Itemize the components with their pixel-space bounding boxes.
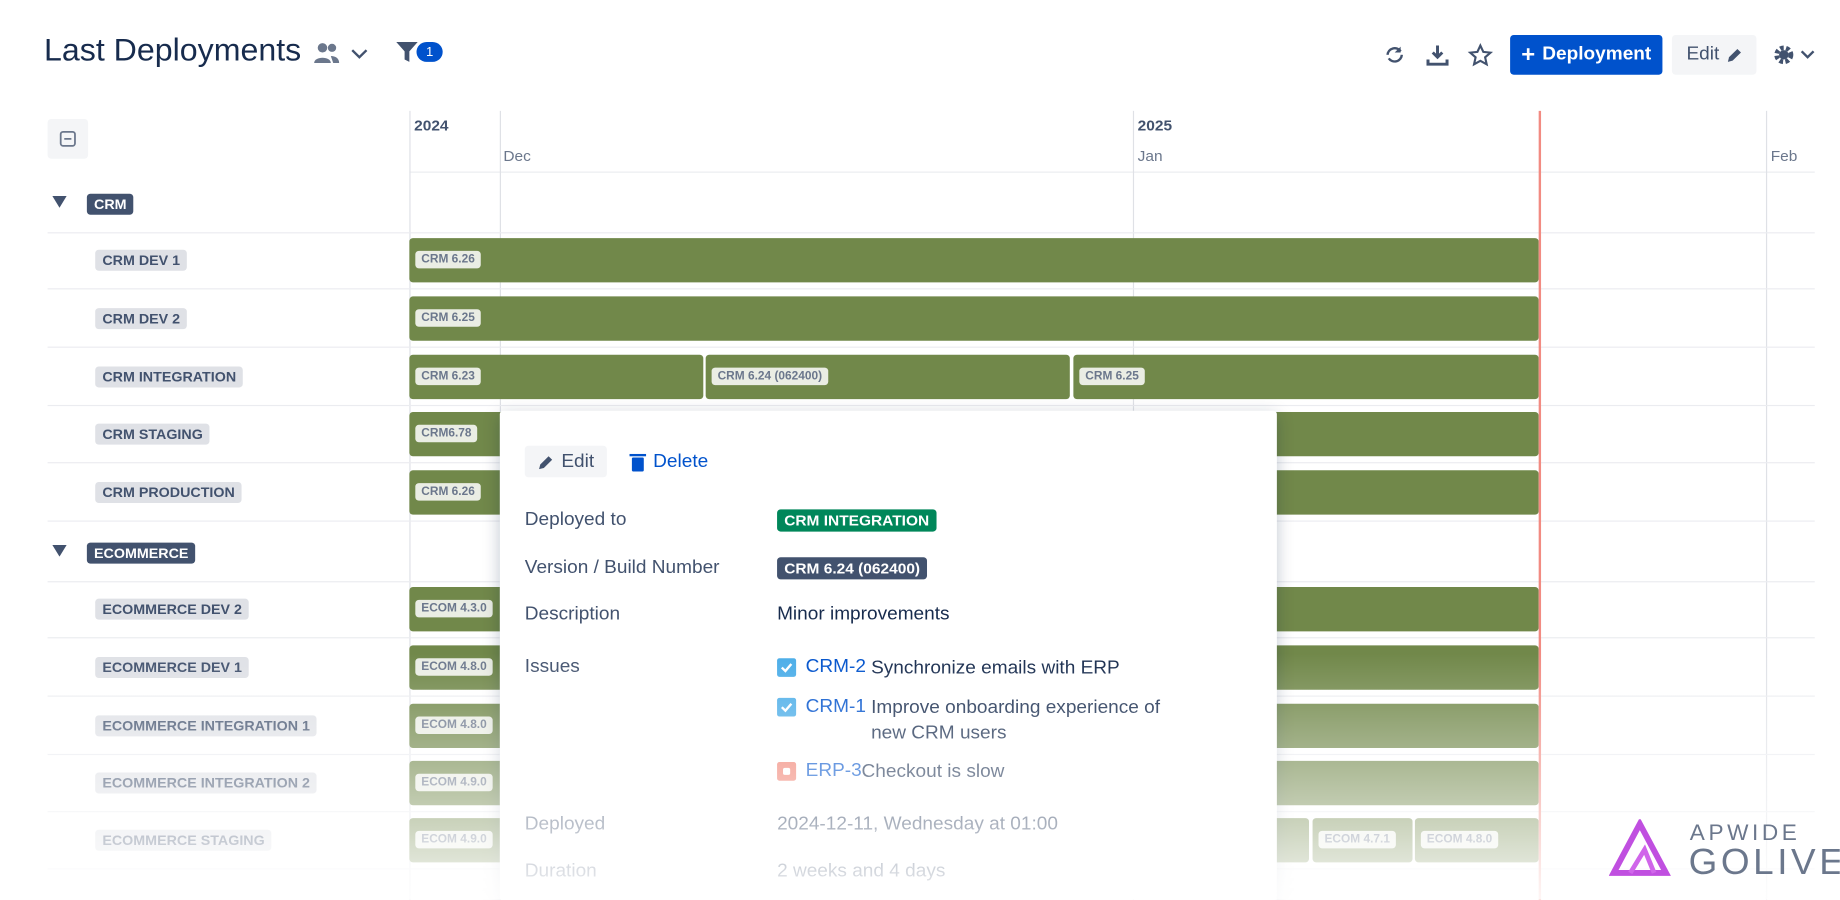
grid-line: [1765, 110, 1768, 900]
issue-summary: Improve onboarding experience of new CRM…: [871, 697, 1161, 744]
field-label: Deployed: [524, 814, 606, 835]
pencil-icon: [1727, 48, 1741, 62]
filter-icon[interactable]: [395, 41, 421, 64]
year-label: 2024: [414, 116, 449, 135]
popup-edit[interactable]: Edit: [524, 445, 607, 478]
check-icon: [780, 663, 793, 673]
action-label: Delete: [653, 451, 709, 471]
issue-type-icon: [777, 762, 797, 781]
deployment-bar[interactable]: CRM 6.25: [409, 296, 1539, 341]
logo-bottom: GOLIVE: [1688, 841, 1840, 883]
deployment-popup: Edit Delete Deployed to CRM INTEGRATION Ve…: [499, 410, 1277, 900]
pencil-icon: [538, 455, 552, 469]
version-label: ECOM 4.7.1: [1318, 830, 1396, 849]
settings-menu[interactable]: [1773, 44, 1821, 65]
field-label: Version / Build Number: [524, 557, 720, 578]
version-label: CRM 6.23: [415, 367, 481, 386]
field-value: CRM INTEGRATION: [777, 509, 937, 532]
version-label: CRM 6.24 (062400): [711, 367, 829, 386]
year-label: 2025: [1137, 116, 1173, 135]
version-label: ECOM 4.9.0: [415, 773, 493, 792]
environment-name: CRM STAGING: [95, 423, 210, 445]
issue-summary: Synchronize emails with ERP: [871, 658, 1120, 679]
issue-summary: Checkout is slow: [861, 762, 1005, 782]
trash-icon: [629, 453, 647, 471]
environment-name: CRM INTEGRATION: [95, 366, 244, 388]
version-label: CRM 6.25: [415, 309, 481, 327]
issue-type-icon: [777, 697, 797, 717]
field-label: Description: [524, 604, 621, 625]
collapse-icon: [59, 130, 76, 147]
row-divider: [47, 288, 1815, 290]
issue-key[interactable]: ERP-3: [805, 760, 862, 781]
triangle-icon: [52, 544, 67, 557]
filter-count: 1: [416, 42, 443, 62]
version-label: ECOM 4.8.0: [415, 658, 493, 676]
today-line: [1538, 110, 1542, 900]
month-label: Dec: [503, 147, 531, 165]
expand-toggle[interactable]: [52, 194, 67, 208]
add-deployment-button[interactable]: + Deployment: [1510, 35, 1663, 75]
field-value: 2 weeks and 4 days: [777, 861, 946, 882]
header-line: [409, 171, 1815, 173]
version-label: ECOM 4.3.0: [415, 599, 493, 618]
version-label: CRM6.78: [415, 424, 478, 443]
field-value: Minor improvements: [777, 604, 950, 625]
logo-top: APWIDE: [1689, 821, 1801, 847]
action-label: Edit: [561, 451, 595, 471]
version-label: ECOM 4.9.0: [415, 830, 493, 849]
environment-name: ECOMMERCE STAGING: [95, 829, 272, 851]
button-label: Deployment: [1542, 44, 1652, 65]
deployment-bar[interactable]: CRM 6.26: [409, 238, 1539, 283]
issue-key[interactable]: CRM-1: [805, 696, 866, 717]
version-label: ECOM 4.8.0: [415, 716, 493, 735]
deployment-bar[interactable]: CRM 6.24 (062400): [705, 354, 1070, 400]
issue-key[interactable]: CRM-2: [805, 657, 866, 677]
edit-button[interactable]: Edit: [1671, 35, 1757, 75]
expand-toggle[interactable]: [52, 543, 67, 557]
deployment-bar[interactable]: CRM 6.25: [1073, 354, 1539, 400]
field-label: Deployed to: [524, 509, 627, 530]
month-label: Jan: [1137, 147, 1163, 165]
logo-mark: [1608, 819, 1671, 876]
deployment-bar[interactable]: ECOM 4.7.1: [1312, 818, 1413, 863]
version-label: CRM 6.26: [415, 250, 481, 269]
issue-type-icon: [777, 658, 797, 677]
row-divider: [47, 346, 1815, 348]
collapse-all-button[interactable]: [47, 119, 89, 159]
field-value: CRM 6.24 (062400): [777, 557, 928, 580]
toolbar-icons[interactable]: [1383, 43, 1502, 67]
environment-name: CRM DEV 1: [95, 249, 188, 271]
environment-name: CRM DEV 2: [95, 308, 188, 330]
field-label: Issues: [524, 657, 580, 677]
field-value: 2024-12-11, Wednesday at 01:00: [777, 814, 1058, 835]
version-label: CRM 6.26: [415, 483, 481, 501]
bug-icon: [783, 767, 791, 775]
field-label: Duration: [524, 861, 597, 882]
month-label: Feb: [1770, 147, 1798, 165]
triangle-icon: [52, 196, 67, 208]
button-label: Edit: [1686, 44, 1720, 65]
environment-name: ECOMMERCE DEV 2: [95, 598, 250, 620]
row-divider: [47, 404, 1815, 407]
deployment-bar[interactable]: ECOM 4.8.0: [1414, 818, 1539, 863]
environment-name: ECOMMERCE INTEGRATION 1: [95, 715, 318, 737]
popup-delete[interactable]: Delete: [628, 446, 709, 478]
team-icon[interactable]: [312, 40, 372, 66]
version-label: CRM 6.25: [1079, 367, 1145, 386]
page-title: Last Deployments: [44, 32, 302, 68]
environment-name: CRM PRODUCTION: [95, 481, 242, 503]
environment-name: ECOMMERCE DEV 1: [95, 657, 250, 679]
deployment-bar[interactable]: CRM 6.23: [409, 354, 704, 400]
environment-name: ECOMMERCE INTEGRATION 2: [95, 772, 318, 794]
row-divider: [47, 232, 1815, 234]
group-name: ECOMMERCE: [86, 542, 196, 564]
group-name: CRM: [86, 193, 134, 215]
check-icon: [780, 702, 793, 713]
version-label: ECOM 4.8.0: [1420, 830, 1499, 849]
